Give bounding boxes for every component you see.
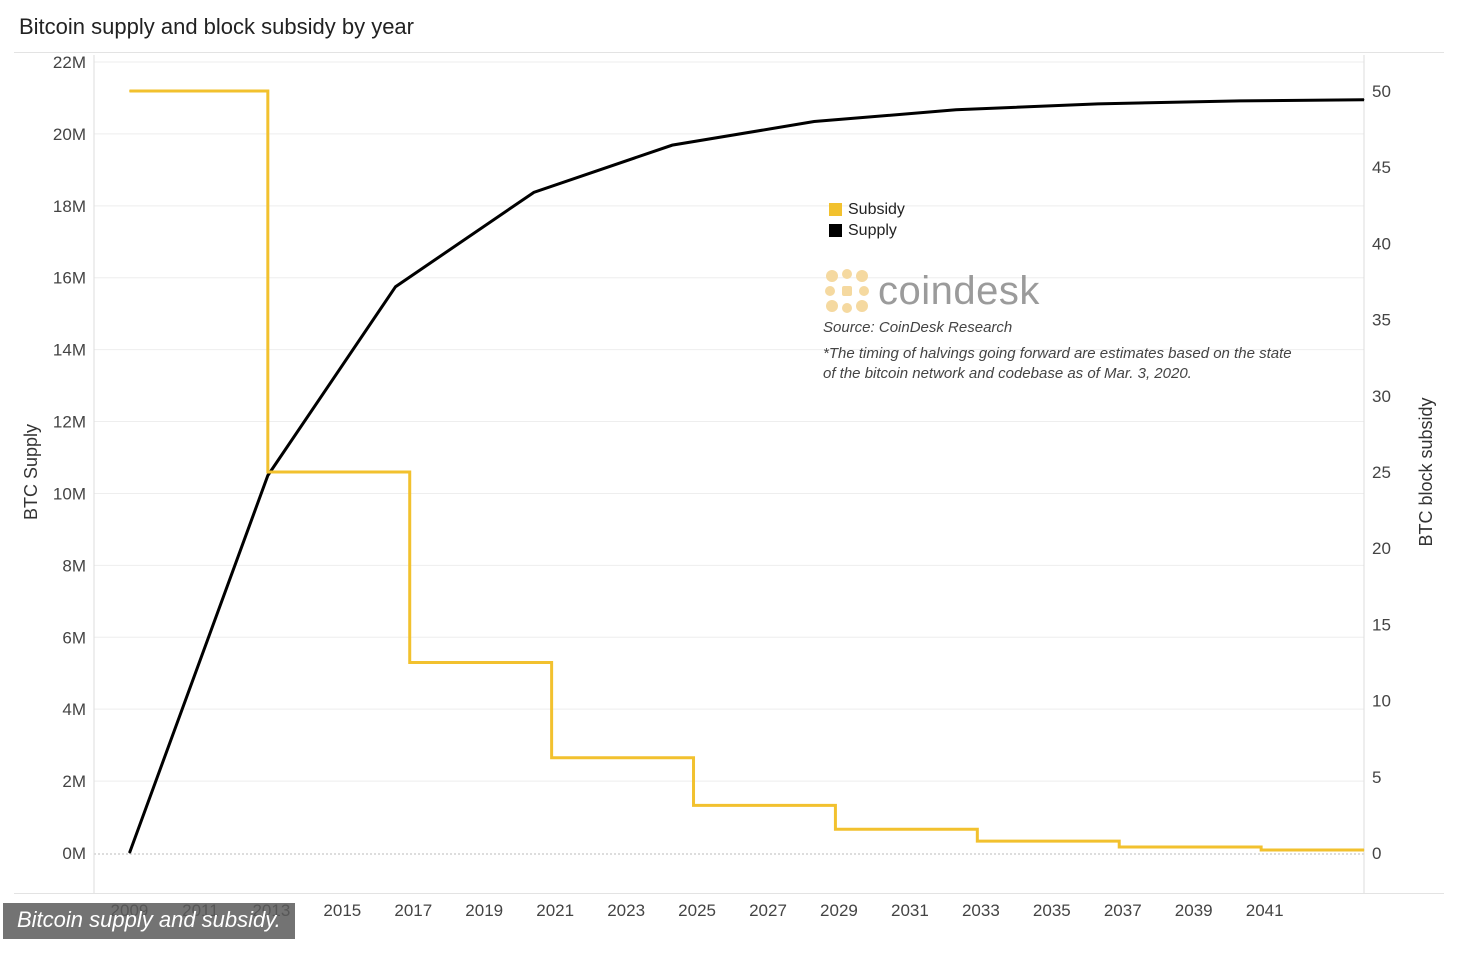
- y2-tick-label: 30: [1372, 387, 1391, 406]
- y2-tick-label: 45: [1372, 158, 1391, 177]
- data-point-subsidy: [1260, 849, 1262, 851]
- y-tick-label: 18M: [53, 197, 86, 216]
- title-divider: [14, 52, 1444, 53]
- y2-tick-label: 35: [1372, 311, 1391, 330]
- data-point-subsidy: [1118, 846, 1120, 848]
- coindesk-logo-icon: [825, 269, 869, 313]
- coindesk-wordmark: coindesk: [878, 268, 1040, 313]
- y2-tick-label: 5: [1372, 768, 1381, 787]
- legend-label-supply: Supply: [848, 221, 897, 239]
- x-tick-label: 2041: [1246, 901, 1284, 920]
- y2-tick-label: 50: [1372, 82, 1391, 101]
- y-tick-label: 20M: [53, 125, 86, 144]
- y2-tick-label: 0: [1372, 844, 1381, 863]
- data-point-supply: [1097, 103, 1099, 105]
- y2-axis-label: BTC block subsidy: [1416, 397, 1436, 546]
- gridlines: [94, 61, 1364, 782]
- data-point-subsidy: [834, 828, 836, 830]
- legend-label-subsidy: Subsidy: [848, 200, 905, 218]
- data-point-supply: [267, 474, 269, 476]
- x-tick-label: 2033: [962, 901, 1000, 920]
- y-tick-label: 22M: [53, 53, 86, 72]
- data-point-subsidy: [551, 757, 553, 759]
- data-point-subsidy: [409, 662, 411, 663]
- x-tick-label: 2025: [678, 901, 716, 920]
- series-lines: [128, 89, 1365, 854]
- data-point-supply: [813, 121, 815, 123]
- x-tick-label: 2031: [891, 901, 929, 920]
- x-tick-label: 2019: [465, 901, 503, 920]
- data-point-supply: [1363, 99, 1365, 101]
- chart-title: Bitcoin supply and block subsidy by year: [19, 14, 414, 39]
- legend-swatch-subsidy: [829, 203, 842, 216]
- y-tick-label: 12M: [53, 413, 86, 432]
- x-tick-label: 2015: [323, 901, 361, 920]
- data-point-supply: [395, 286, 397, 288]
- y-axis-label: BTC Supply: [21, 424, 41, 520]
- bottom-divider: [14, 893, 1444, 894]
- data-point-supply: [1239, 100, 1241, 102]
- x-tick-label: 2035: [1033, 901, 1071, 920]
- data-point-supply: [955, 109, 957, 111]
- y-tick-label: 10M: [53, 484, 86, 503]
- y-tick-label: 2M: [62, 772, 86, 791]
- halving-footnote: *The timing of halvings going forward ar…: [823, 345, 1292, 382]
- legend-swatch-supply: [829, 224, 842, 237]
- y-tick-label: 6M: [62, 628, 86, 647]
- legend: Subsidy Supply: [829, 199, 905, 241]
- image-caption: Bitcoin supply and subsidy.: [3, 903, 295, 939]
- coindesk-watermark: coindesk: [824, 268, 1040, 314]
- y2-tick-label: 40: [1372, 234, 1391, 253]
- data-point-subsidy: [693, 804, 695, 806]
- data-point-supply: [533, 191, 535, 193]
- data-point-subsidy: [1363, 849, 1365, 851]
- y-tick-label: 16M: [53, 269, 86, 288]
- data-point-supply: [128, 852, 130, 854]
- data-point-supply: [671, 144, 673, 146]
- legend-item-supply: Supply: [829, 220, 905, 241]
- x-tick-label: 2029: [820, 901, 858, 920]
- series-line-supply: [128, 98, 1365, 854]
- x-tick-label: 2037: [1104, 901, 1142, 920]
- y-tick-label: 14M: [53, 341, 86, 360]
- series-line-subsidy: [129, 89, 1364, 852]
- y2-tick-label: 15: [1372, 615, 1391, 634]
- data-point-subsidy: [128, 90, 130, 92]
- y-tick-label: 8M: [62, 556, 86, 575]
- y2-tick-label: 10: [1372, 692, 1391, 711]
- legend-item-subsidy: Subsidy: [829, 199, 905, 220]
- source-note: Source: CoinDesk Research: [823, 319, 1013, 336]
- x-tick-label: 2039: [1175, 901, 1213, 920]
- x-tick-label: 2023: [607, 901, 645, 920]
- y2-tick-label: 25: [1372, 463, 1391, 482]
- axes: [93, 55, 1365, 893]
- y-tick-label: 4M: [62, 700, 86, 719]
- tick-labels: 0M2M4M6M8M10M12M14M16M18M20M22M051015202…: [53, 53, 1391, 920]
- x-tick-label: 2017: [394, 901, 432, 920]
- data-point-subsidy: [976, 840, 978, 842]
- x-tick-label: 2021: [536, 901, 574, 920]
- x-tick-label: 2027: [749, 901, 787, 920]
- y2-tick-label: 20: [1372, 539, 1391, 558]
- y-tick-label: 0M: [62, 844, 86, 863]
- data-point-subsidy: [267, 471, 269, 473]
